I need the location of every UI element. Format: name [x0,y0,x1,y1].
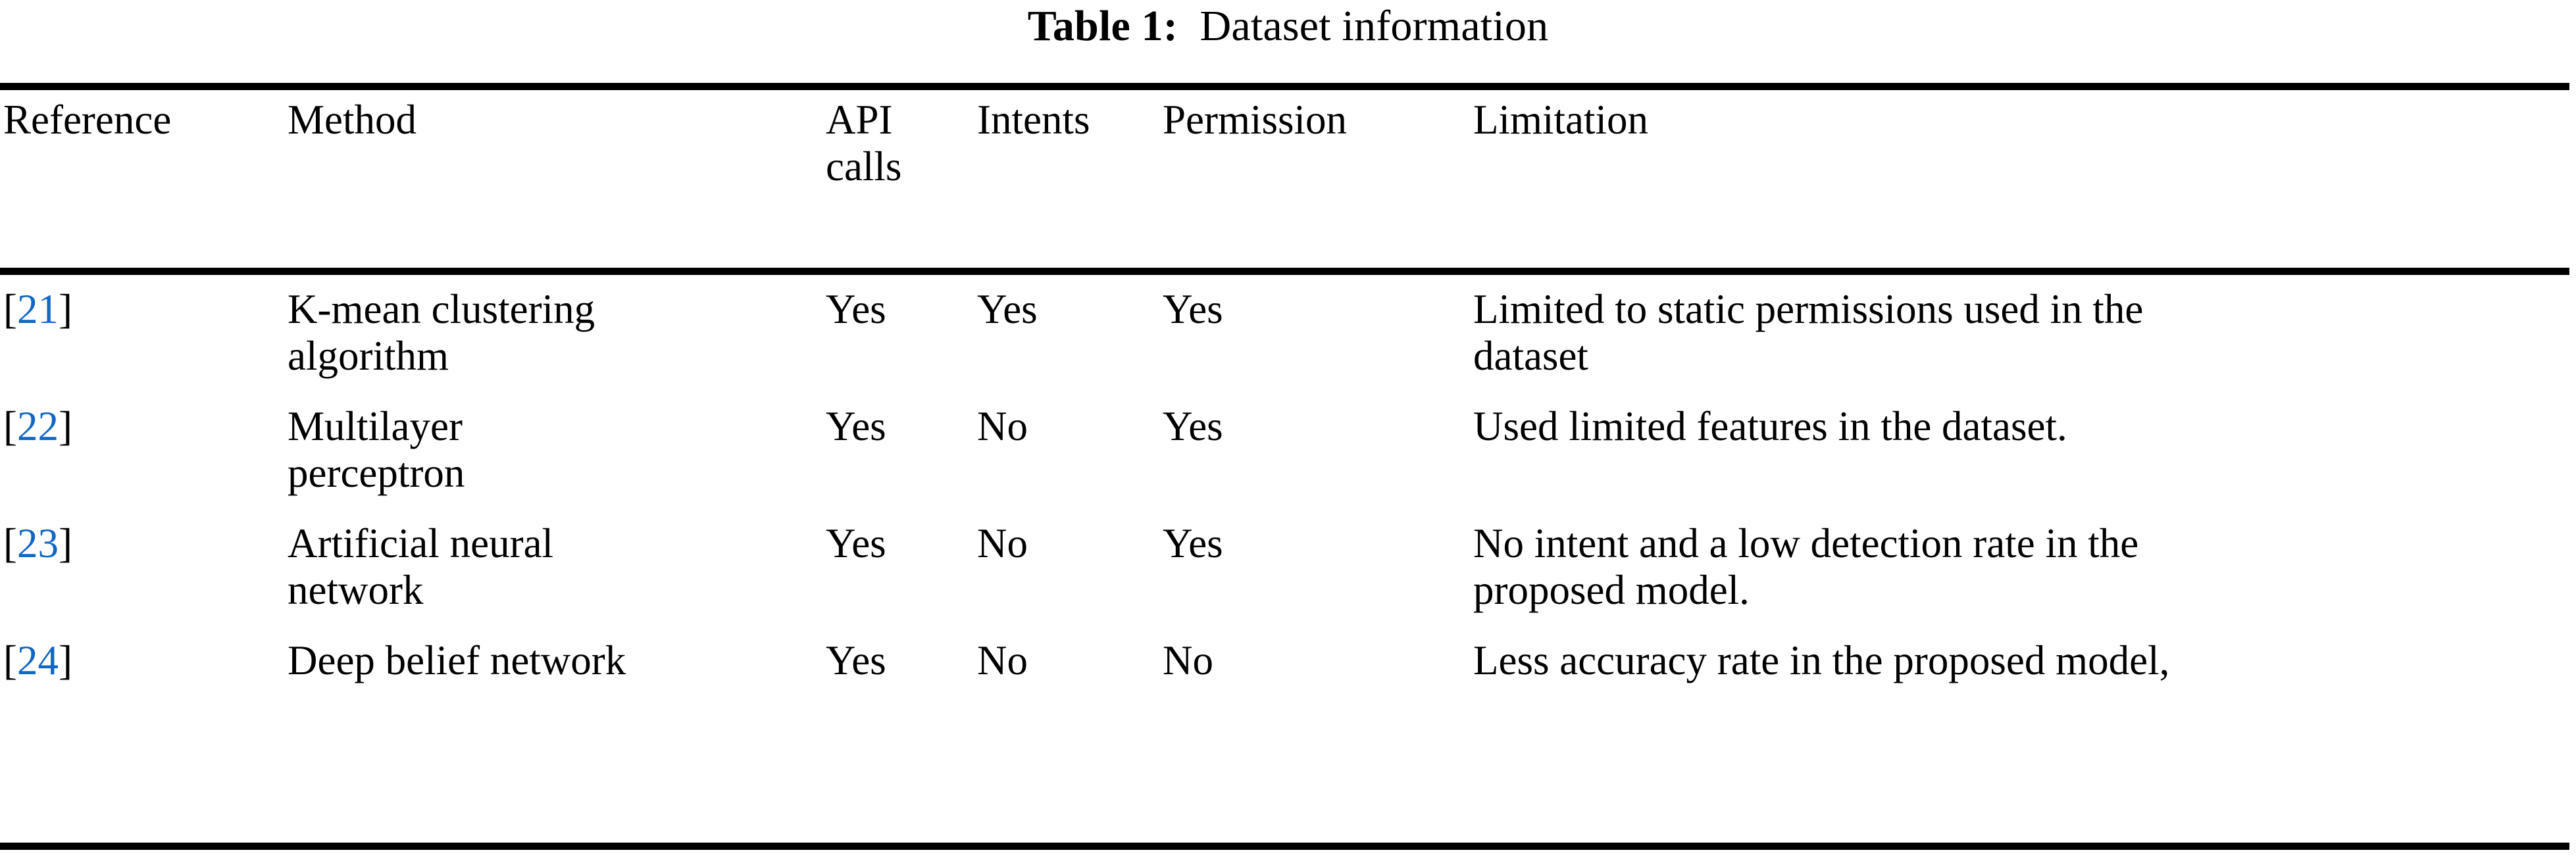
cell-permission-value: Yes [1163,403,1223,449]
cell-intents-value: Yes [977,286,1038,332]
table-row: [23] Artificial neural network Yes No Ye… [0,497,2569,614]
cell-method: Artificial neural network [284,497,822,614]
cell-limitation-line1: Used limited features in the dataset. [1473,403,2067,449]
cell-method-line1: Multilayer [288,403,463,449]
table-header-row: Reference Method API calls Intents Permi… [0,97,2569,261]
cell-method-line2: network [288,567,424,613]
cell-permission: No [1159,614,1470,684]
column-header-reference-label: Reference [3,97,172,143]
cell-limitation: No intent and a low detection rate in th… [1470,497,2569,614]
cell-api-calls-value: Yes [826,403,886,449]
cell-api-calls-value: Yes [826,637,886,683]
column-header-api-calls-line2: calls [826,143,902,189]
dataset-information-table: Reference Method API calls Intents Permi… [0,97,2569,684]
cell-limitation-line1: No intent and a low detection rate in th… [1473,520,2139,566]
cell-limitation: Used limited features in the dataset. [1470,380,2569,497]
cell-permission: Yes [1159,380,1470,497]
citation-close-bracket: ] [58,637,72,683]
citation-link[interactable]: [22] [3,403,72,449]
cell-permission-value: Yes [1163,520,1223,566]
cell-api-calls: Yes [822,261,974,380]
cell-method: Deep belief network [284,614,822,684]
cell-reference: [22] [0,380,284,497]
cell-api-calls-value: Yes [826,520,886,566]
cell-limitation: Less accuracy rate in the proposed model… [1470,614,2569,684]
table-row: [21] K-mean clustering algorithm Yes Yes… [0,261,2569,380]
column-header-reference: Reference [0,97,284,261]
cell-limitation-line1: Limited to static permissions used in th… [1473,286,2144,332]
table-row: [24] Deep belief network Yes No No Less … [0,614,2569,684]
citation-number[interactable]: 21 [16,286,59,332]
cell-permission-value: Yes [1163,286,1223,332]
cell-limitation-line1: Less accuracy rate in the proposed model… [1473,637,2170,683]
table-caption: Table 1: Dataset information [0,0,2576,53]
citation-close-bracket: ] [58,286,72,332]
cell-method-line2: perceptron [288,450,465,496]
cell-intents: No [974,497,1159,614]
column-header-method-label: Method [288,97,417,143]
column-header-limitation-label: Limitation [1473,97,1648,143]
table-header: Reference Method API calls Intents Permi… [0,97,2569,261]
table-bottom-rule [0,843,2569,850]
cell-reference: [23] [0,497,284,614]
cell-method-line1: Artificial neural [288,520,554,566]
cell-intents: No [974,614,1159,684]
cell-method-line1: K-mean clustering [288,286,595,332]
table-caption-text: Dataset information [1200,2,1549,50]
table-body: [21] K-mean clustering algorithm Yes Yes… [0,261,2569,684]
table-header-rule [0,268,2569,275]
cell-limitation-line2: dataset [1473,333,1588,379]
cell-intents: Yes [974,261,1159,380]
citation-number[interactable]: 24 [16,637,59,683]
citation-close-bracket: ] [58,403,72,449]
citation-open-bracket: [ [3,403,17,449]
cell-api-calls-value: Yes [826,286,886,332]
column-header-api-calls-line1: API [826,97,893,143]
cell-intents-value: No [977,637,1028,683]
cell-method: Multilayer perceptron [284,380,822,497]
cell-permission-value: No [1163,637,1213,683]
citation-open-bracket: [ [3,520,17,566]
column-header-method: Method [284,97,822,261]
cell-api-calls: Yes [822,614,974,684]
table-top-rule [0,83,2569,90]
cell-permission: Yes [1159,261,1470,380]
citation-link[interactable]: [23] [3,520,72,566]
column-header-limitation: Limitation [1470,97,2569,261]
cell-method-line1: Deep belief network [288,637,626,683]
cell-limitation: Limited to static permissions used in th… [1470,261,2569,380]
cell-intents: No [974,380,1159,497]
citation-number[interactable]: 22 [16,403,59,449]
citation-link[interactable]: [24] [3,637,72,683]
column-header-permission: Permission [1159,97,1470,261]
column-header-api-calls: API calls [822,97,974,261]
citation-number[interactable]: 23 [16,520,59,566]
cell-intents-value: No [977,403,1028,449]
cell-reference: [21] [0,261,284,380]
citation-close-bracket: ] [58,520,72,566]
cell-api-calls: Yes [822,497,974,614]
table-row: [22] Multilayer perceptron Yes No Yes Us… [0,380,2569,497]
cell-permission: Yes [1159,497,1470,614]
column-header-intents: Intents [974,97,1159,261]
cell-limitation-line2: proposed model. [1473,567,1750,613]
cell-method: K-mean clustering algorithm [284,261,822,380]
citation-link[interactable]: [21] [3,286,72,332]
cell-intents-value: No [977,520,1028,566]
citation-open-bracket: [ [3,637,17,683]
cell-method-line2: algorithm [288,333,449,379]
cell-reference: [24] [0,614,284,684]
cell-api-calls: Yes [822,380,974,497]
table-caption-label: Table 1: [1027,2,1178,50]
citation-open-bracket: [ [3,286,17,332]
column-header-permission-label: Permission [1163,97,1348,143]
column-header-intents-label: Intents [977,97,1090,143]
